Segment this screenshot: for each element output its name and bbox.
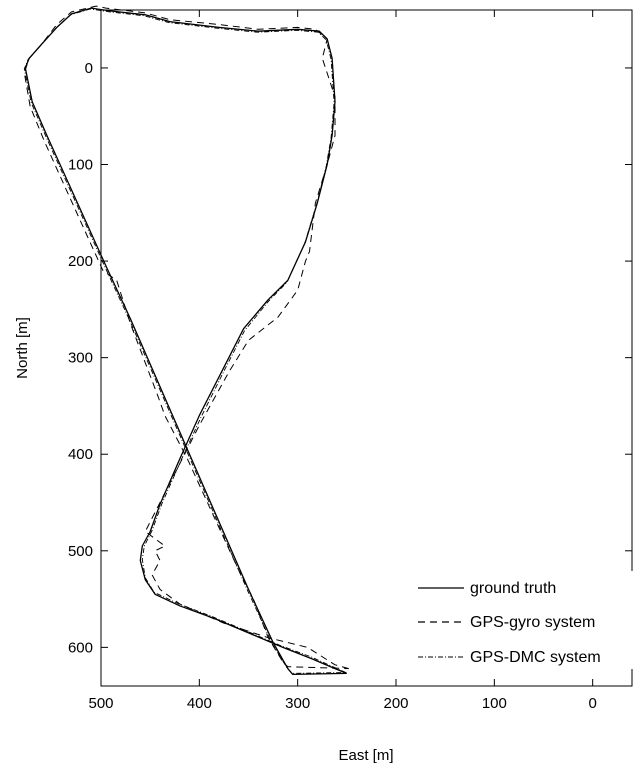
legend-label-gps-gyro: GPS-gyro system xyxy=(470,614,595,631)
legend-label-ground-truth: ground truth xyxy=(470,580,556,597)
x-tick-label: 500 xyxy=(88,695,113,712)
y-tick-label: 600 xyxy=(68,639,93,656)
legend-label-gps-dmc: GPS-DMC system xyxy=(470,649,601,666)
x-tick-label: 100 xyxy=(482,695,507,712)
ticks-layer: 500 400 300 200 100 0 0 100 200 300 400 500 600 xyxy=(68,10,632,712)
plot-frame xyxy=(100,9,633,687)
x-tick-label: 200 xyxy=(383,695,408,712)
series-line-gps-dmc-system xyxy=(23,8,347,674)
x-tick-label: 300 xyxy=(285,695,310,712)
legend-box xyxy=(408,571,638,669)
series-layer xyxy=(23,5,349,676)
y-axis-label: North [m] xyxy=(14,317,31,379)
x-axis-label: East [m] xyxy=(338,747,393,764)
y-tick-label: 0 xyxy=(85,60,93,77)
series-line-gps-gyro-system xyxy=(23,5,349,670)
x-tick-label: 400 xyxy=(187,695,212,712)
y-tick-label: 200 xyxy=(68,253,93,270)
y-tick-label: 100 xyxy=(68,157,93,174)
x-tick-label: 0 xyxy=(588,695,596,712)
y-tick-label: 400 xyxy=(68,446,93,463)
series-line-ground-truth xyxy=(24,7,348,676)
y-tick-label: 500 xyxy=(68,543,93,560)
y-tick-label: 300 xyxy=(68,350,93,367)
legend: ground truth GPS-gyro system GPS-DMC sys… xyxy=(408,571,638,669)
